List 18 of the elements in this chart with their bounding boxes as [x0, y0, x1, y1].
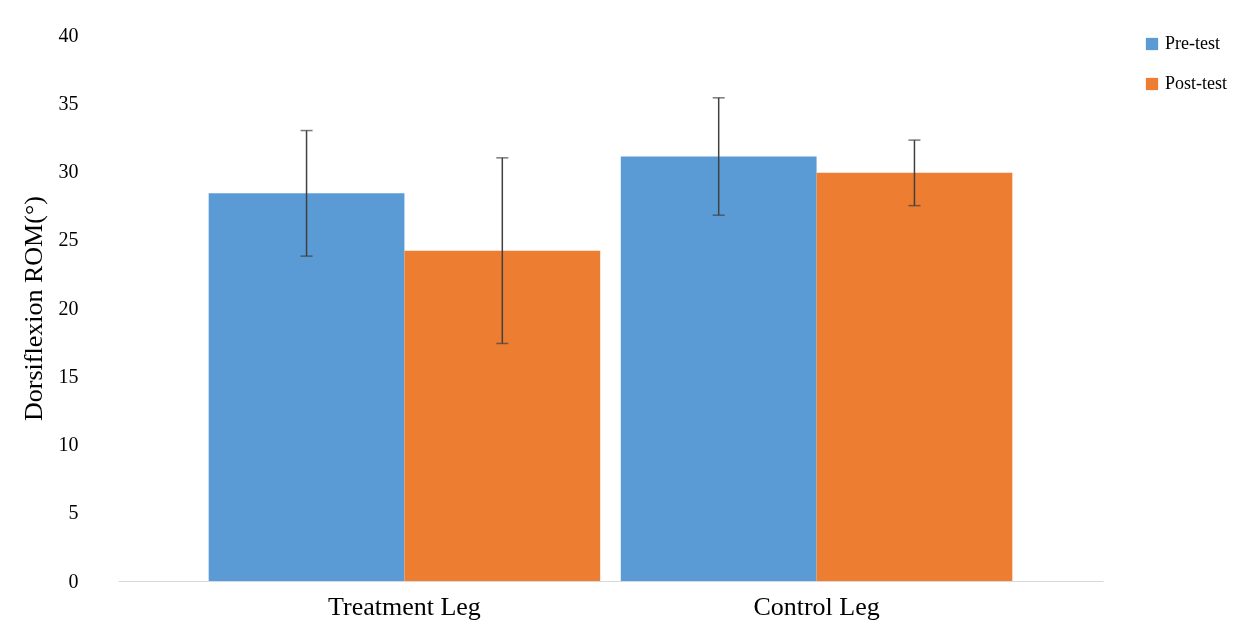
x-tick-label: Control Leg	[753, 591, 880, 621]
legend-label: Post-test	[1165, 73, 1228, 93]
legend-label: Pre-test	[1165, 33, 1220, 53]
y-tick-label: 20	[58, 296, 79, 319]
y-tick-label: 0	[68, 569, 79, 592]
bar	[404, 250, 601, 581]
y-tick-label: 5	[68, 501, 79, 524]
y-tick-label: 15	[58, 364, 79, 387]
bar	[208, 193, 405, 581]
y-tick-label: 25	[58, 228, 79, 251]
y-tick-label: 35	[58, 91, 79, 114]
y-tick-label: 10	[58, 433, 79, 455]
x-tick-label: Treatment Leg	[328, 591, 481, 621]
bar	[816, 172, 1013, 581]
y-axis-title: Dorsiflexion ROM(°)	[18, 196, 48, 421]
y-tick-label: 30	[58, 160, 79, 182]
y-tick-label: 40	[58, 23, 79, 46]
bar	[620, 156, 817, 581]
